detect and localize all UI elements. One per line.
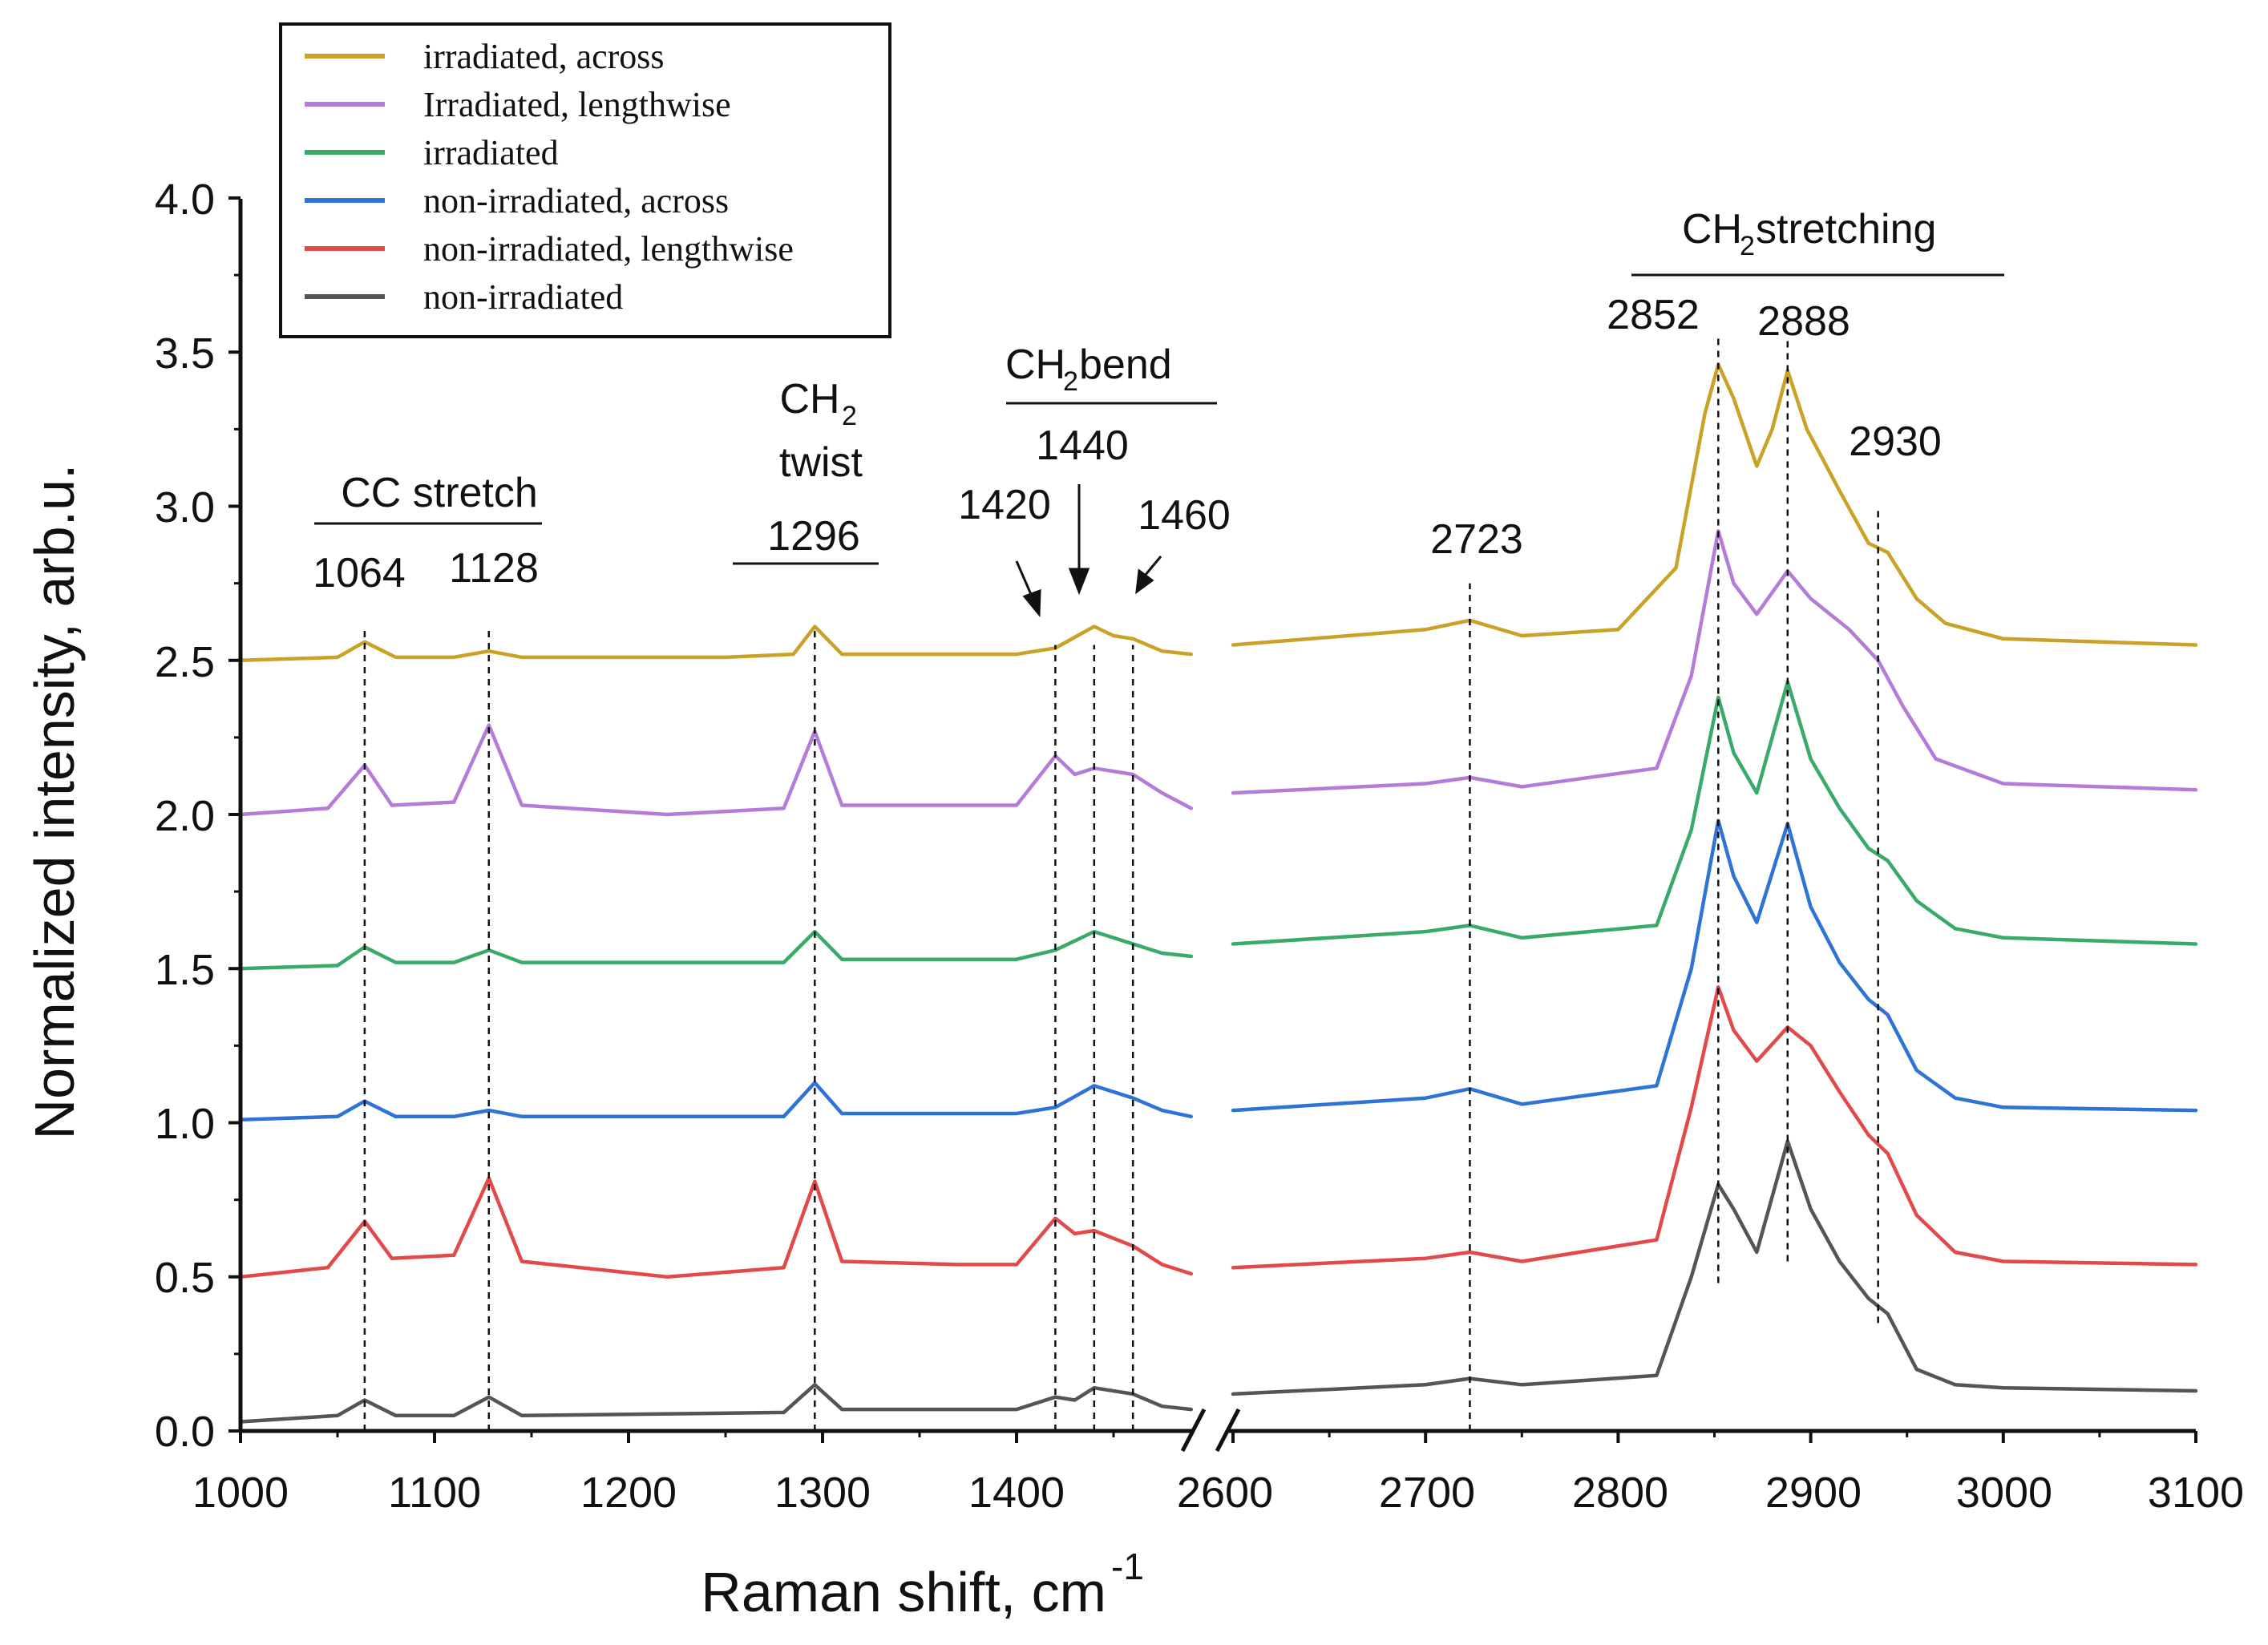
annotation-arrows bbox=[1015, 484, 1162, 618]
y-tick-label: 1.0 bbox=[155, 1100, 215, 1148]
annotation-subscript: 2 bbox=[1740, 231, 1755, 261]
legend-label-1: irradiated, across bbox=[423, 37, 665, 76]
y-tick-label: 2.5 bbox=[155, 638, 215, 686]
peak-label-1460: 1460 bbox=[1138, 492, 1231, 539]
arrow-head-1420 bbox=[1022, 588, 1041, 618]
peak-label-1440: 1440 bbox=[1036, 422, 1129, 469]
peak-lines bbox=[363, 337, 1879, 1431]
peak-label-2852: 2852 bbox=[1607, 292, 1700, 338]
y-tick-label: 3.5 bbox=[155, 329, 215, 378]
annotation-cc-stretch: CC stretch bbox=[341, 470, 538, 516]
plot-lines bbox=[238, 362, 2198, 1424]
legend-label-5: non-irradiated, lengthwise bbox=[423, 229, 794, 269]
y-tick-label: 0.0 bbox=[155, 1408, 215, 1456]
series-line-2-segment2 bbox=[1231, 529, 2198, 795]
axis-break-mark-2 bbox=[1215, 1408, 1241, 1453]
x-tick-label: 3100 bbox=[2148, 1469, 2244, 1517]
annotations: CC stretch 1064 1128 CH 2 twist 1296 CH … bbox=[313, 206, 2004, 596]
x-tick-label: 2900 bbox=[1765, 1469, 1862, 1517]
y-tick-label: 0.5 bbox=[155, 1254, 215, 1302]
series-line-6-segment1 bbox=[238, 1383, 1194, 1424]
annotation-ch2-bend-word: bend bbox=[1079, 342, 1172, 388]
series-line-2-segment1 bbox=[238, 723, 1194, 817]
y-tick-label: 1.5 bbox=[155, 946, 215, 994]
arrow-head-1460 bbox=[1135, 568, 1154, 595]
x-tick-label: 2800 bbox=[1572, 1469, 1668, 1517]
arrow-1460 bbox=[1143, 556, 1162, 576]
ticks bbox=[228, 196, 2197, 1443]
arrow-1420 bbox=[1015, 560, 1034, 599]
legend-box bbox=[279, 22, 891, 338]
y-tick-label: 4.0 bbox=[155, 176, 215, 224]
legend-label-2: Irradiated, lengthwise bbox=[423, 85, 731, 124]
peak-label-1128: 1128 bbox=[449, 545, 539, 592]
y-tick-label: 2.0 bbox=[155, 792, 215, 840]
x-axis-title: Raman shift, cm bbox=[701, 1561, 1106, 1623]
annotation-ch2-twist-word: twist bbox=[779, 439, 863, 486]
peak-label-2723: 2723 bbox=[1430, 516, 1523, 563]
peak-label-1064: 1064 bbox=[313, 550, 406, 596]
x-tick-label: 1100 bbox=[388, 1469, 481, 1517]
series-line-3-segment2 bbox=[1231, 680, 2198, 946]
annotation-subscript: 2 bbox=[1063, 366, 1078, 397]
x-axis-title-superscript: -1 bbox=[1111, 1546, 1144, 1587]
x-tick-label: 2600 bbox=[1177, 1469, 1273, 1517]
x-tick-label: 3000 bbox=[1956, 1469, 2052, 1517]
legend-label-3: irradiated bbox=[423, 133, 559, 172]
arrow-head-1440 bbox=[1068, 568, 1090, 596]
annotation-ch2-stretching: CH bbox=[1682, 206, 1742, 253]
annotation-ch2-bend: CH bbox=[1005, 342, 1065, 388]
peak-label-1296: 1296 bbox=[767, 513, 860, 560]
series-line-1-segment2 bbox=[1231, 362, 2198, 647]
series-line-4-segment1 bbox=[238, 1081, 1194, 1122]
x-tick-label: 1200 bbox=[580, 1469, 677, 1517]
legend: irradiated, across Irradiated, lengthwise… bbox=[279, 22, 891, 338]
legend-items: irradiated, across Irradiated, lengthwise… bbox=[305, 37, 794, 317]
series-line-3-segment1 bbox=[238, 929, 1194, 971]
legend-label-4: non-irradiated, across bbox=[423, 181, 729, 220]
x-tick-label: 1000 bbox=[192, 1469, 289, 1517]
peak-label-2930: 2930 bbox=[1849, 418, 1942, 465]
x-tick-label: 1300 bbox=[774, 1469, 871, 1517]
x-tick-labels: 1000 1100 1200 1300 1400 2600 2700 2800 … bbox=[192, 1469, 2244, 1517]
series-line-1-segment1 bbox=[238, 624, 1194, 663]
series-line-6-segment2 bbox=[1231, 1139, 2198, 1396]
x-tick-label: 1400 bbox=[968, 1469, 1065, 1517]
legend-label-6: non-irradiated bbox=[423, 277, 623, 317]
series-line-5-segment1 bbox=[238, 1176, 1194, 1279]
annotation-ch2-twist: CH bbox=[779, 376, 839, 422]
annotation-subscript: 2 bbox=[842, 401, 857, 431]
series-line-5-segment2 bbox=[1231, 985, 2198, 1270]
series-line-4-segment2 bbox=[1231, 818, 2198, 1113]
annotation-ch2-stretching-word: stretching bbox=[1756, 206, 1936, 253]
y-tick-label: 3.0 bbox=[155, 483, 215, 531]
x-tick-label: 2700 bbox=[1379, 1469, 1475, 1517]
axis-break-mark-1 bbox=[1180, 1408, 1207, 1453]
y-axis-title: Normalized intensity, arb.u. bbox=[23, 464, 86, 1140]
y-tick-labels: 0.0 0.5 1.0 1.5 2.0 2.5 3.0 3.5 4.0 bbox=[155, 176, 215, 1456]
peak-label-1420: 1420 bbox=[958, 482, 1051, 528]
peak-label-2888: 2888 bbox=[1757, 298, 1850, 345]
